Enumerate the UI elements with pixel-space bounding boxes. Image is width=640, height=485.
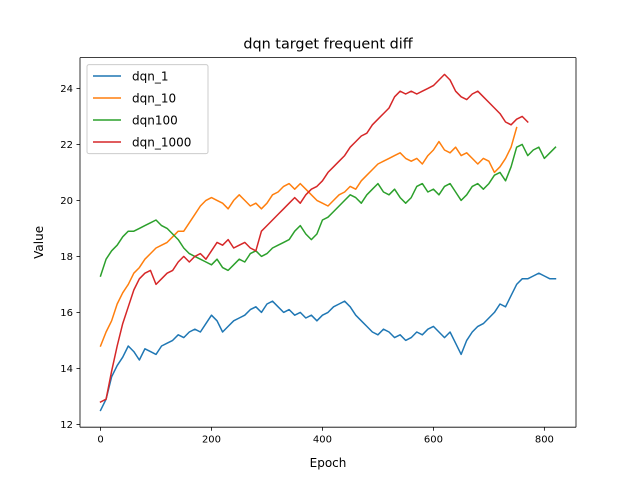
y-tick-label: 12 [60,420,73,431]
x-tick-label: 200 [202,435,221,446]
series-line-dqn-1000 [99,73,529,404]
legend: dqn_1 dqn_10 dqn100 dqn_1000 [86,64,209,155]
y-axis-label: Value [32,226,46,259]
x-tick-label: 800 [535,435,554,446]
legend-label: dqn_1000 [132,135,191,149]
x-axis-label: Epoch [310,456,347,470]
y-tick-label: 22 [60,140,73,151]
series-line-dqn100 [99,143,557,277]
x-tick-label: 0 [97,435,103,446]
legend-label: dqn_1 [132,69,168,83]
legend-label: dqn100 [132,113,178,127]
legend-box [86,64,209,155]
y-tick-label: 18 [60,252,73,263]
legend-label: dqn_10 [132,91,176,105]
y-tick-label: 14 [60,364,73,375]
series-line-dqn-1 [99,272,557,412]
series-layer [99,73,557,412]
y-tick-label: 16 [60,308,73,319]
x-tick-label: 400 [313,435,332,446]
x-axis-ticks: 0 200 400 600 800 [97,427,554,446]
y-tick-label: 24 [60,84,73,95]
x-tick-label: 600 [424,435,443,446]
y-axis-ticks: 12 14 16 18 20 22 24 [60,84,80,431]
y-tick-label: 20 [60,196,73,207]
plot-frame [79,57,577,428]
chart-title: dqn target frequent diff [243,37,413,53]
